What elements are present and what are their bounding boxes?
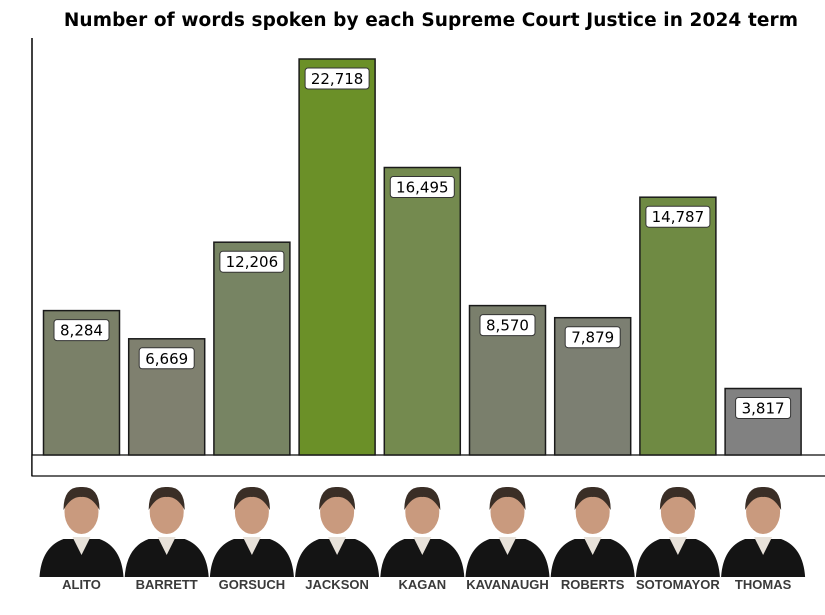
category-label-kagan: KAGAN <box>398 577 446 592</box>
head-shape <box>575 490 610 534</box>
category-label-sotomayor: SOTOMAYOR <box>636 577 720 592</box>
value-label-text: 22,718 <box>311 70 364 88</box>
axis-layer <box>31 38 825 477</box>
collar-shape <box>668 537 687 555</box>
category-label-jackson: JACKSON <box>305 577 369 592</box>
value-label-box <box>564 326 621 349</box>
hair-shape <box>233 486 270 510</box>
bar-gorsuch <box>213 241 291 456</box>
bars-layer <box>42 58 802 456</box>
category-label-thomas: THOMAS <box>735 577 792 592</box>
bar-sotomayor <box>639 196 717 456</box>
baseline-band <box>31 454 825 477</box>
justice-portrait-alito <box>39 486 124 577</box>
hair-shape <box>489 486 526 510</box>
value-label-text: 8,570 <box>486 317 529 335</box>
bar-jackson <box>298 58 376 456</box>
robe-shape <box>39 539 124 577</box>
robe-shape <box>465 539 550 577</box>
hair-shape <box>63 486 100 510</box>
collar-shape <box>328 537 347 555</box>
robe-shape <box>721 539 806 577</box>
value-label-text: 8,284 <box>60 322 103 340</box>
hair-shape <box>745 486 782 510</box>
hair-shape <box>148 486 185 510</box>
collar-shape <box>413 537 432 555</box>
category-labels-layer: ALITO BARRETT GORSUCH JACKSON KAGAN KAVANAUGH… <box>62 577 791 592</box>
head-shape <box>660 490 695 534</box>
head-shape <box>490 490 525 534</box>
value-label-text: 7,879 <box>571 329 614 347</box>
value-label-jackson: 22,718 <box>304 67 370 90</box>
collar-shape <box>583 537 602 555</box>
value-label-roberts: 7,879 <box>564 326 621 349</box>
head-shape <box>234 490 269 534</box>
collar-shape <box>242 537 261 555</box>
bar-kagan <box>383 166 462 456</box>
justice-portrait-gorsuch <box>209 486 294 577</box>
value-labels-layer: 8,284 6,669 12,206 22,718 16,495 8,570 7,879 14… <box>53 67 792 419</box>
value-label-text: 3,817 <box>742 400 785 418</box>
collar-shape <box>157 537 176 555</box>
justice-portrait-thomas <box>721 486 806 577</box>
hair-shape <box>404 486 441 510</box>
value-label-box <box>735 397 792 419</box>
value-label-kagan: 16,495 <box>389 176 455 198</box>
hair-shape <box>659 486 696 510</box>
value-label-sotomayor: 14,787 <box>645 205 711 228</box>
value-label-text: 14,787 <box>652 208 705 226</box>
value-label-box <box>219 250 285 273</box>
value-label-text: 12,206 <box>226 253 279 271</box>
justice-portrait-kavanaugh <box>465 486 550 577</box>
head-shape <box>405 490 440 534</box>
value-label-kavanaugh: 8,570 <box>479 314 536 337</box>
justice-portrait-roberts <box>550 486 635 577</box>
chart-title: Number of words spoken by each Supreme C… <box>63 10 799 31</box>
collar-shape <box>498 537 517 555</box>
robe-shape <box>550 539 635 577</box>
hair-shape <box>319 486 356 510</box>
value-label-box <box>645 205 711 228</box>
value-label-box <box>479 314 536 337</box>
value-label-box <box>304 67 370 90</box>
value-label-gorsuch: 12,206 <box>219 250 285 273</box>
value-label-box <box>138 347 195 370</box>
robe-shape <box>295 539 380 577</box>
value-label-text: 6,669 <box>145 350 188 368</box>
head-shape <box>320 490 355 534</box>
value-label-thomas: 3,817 <box>735 397 792 419</box>
value-label-barrett: 6,669 <box>138 347 195 370</box>
head-shape <box>149 490 184 534</box>
hair-shape <box>574 486 611 510</box>
portraits-layer <box>39 486 806 577</box>
collar-shape <box>754 537 773 555</box>
justice-portrait-barrett <box>124 486 209 577</box>
category-label-kavanaugh: KAVANAUGH <box>466 577 549 592</box>
category-label-alito: ALITO <box>62 577 101 592</box>
justice-portrait-kagan <box>380 486 465 577</box>
justice-portrait-jackson <box>295 486 380 577</box>
head-shape <box>64 490 99 534</box>
category-label-gorsuch: GORSUCH <box>219 577 285 592</box>
value-label-text: 16,495 <box>396 179 449 197</box>
justice-portrait-sotomayor <box>635 486 720 577</box>
category-label-roberts: ROBERTS <box>561 577 625 592</box>
value-label-box <box>389 176 455 198</box>
value-label-alito: 8,284 <box>53 319 110 342</box>
robe-shape <box>635 539 720 577</box>
robe-shape <box>209 539 294 577</box>
category-label-barrett: BARRETT <box>136 577 198 592</box>
value-label-box <box>53 319 110 342</box>
collar-shape <box>72 537 91 555</box>
head-shape <box>746 490 781 534</box>
robe-shape <box>380 539 465 577</box>
robe-shape <box>124 539 209 577</box>
